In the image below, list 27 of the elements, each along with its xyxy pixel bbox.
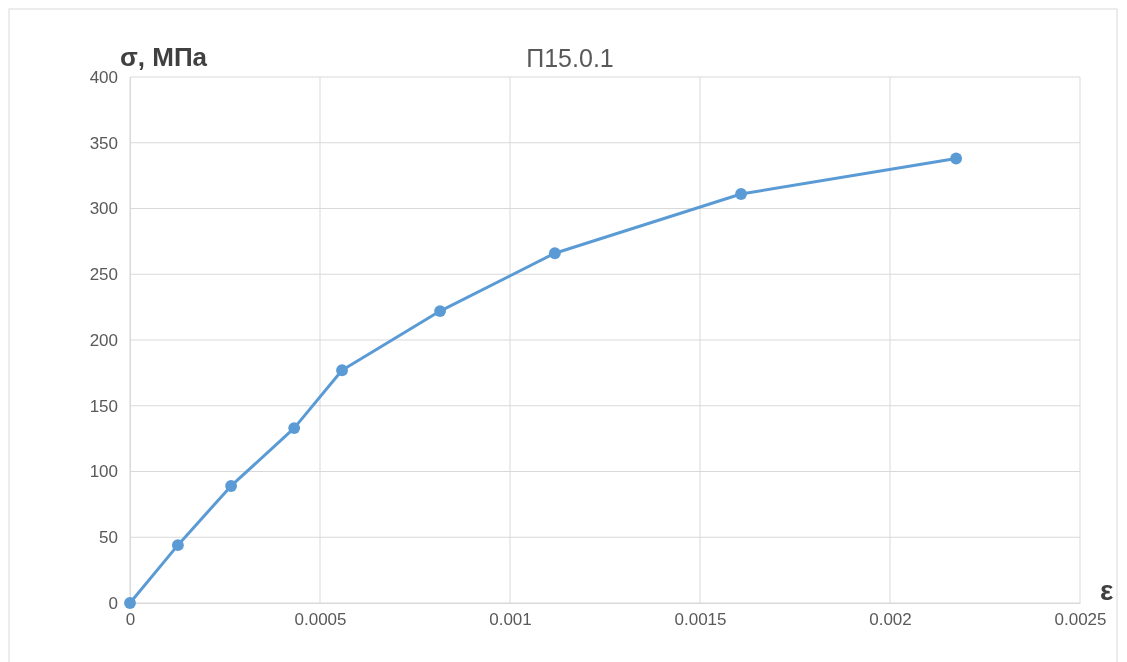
y-tick-label: 400	[89, 67, 118, 87]
point	[548, 247, 561, 260]
point	[434, 305, 446, 317]
y-tick-label: 0	[108, 593, 118, 613]
y-tick-label: 300	[89, 199, 118, 219]
x-tick-label: 0	[125, 610, 136, 630]
point	[735, 188, 747, 200]
y-tick-label: 50	[99, 528, 118, 548]
chart-title: П15.0.1	[526, 44, 614, 72]
x-tick-label: 0.0025	[1054, 610, 1107, 630]
x-axis-title: ε	[1100, 575, 1114, 606]
point	[124, 597, 136, 609]
y-axis-title: σ, МПа	[120, 42, 208, 72]
x-tick-label: 0.001	[489, 610, 532, 630]
y-tick-label: 250	[89, 265, 118, 285]
point	[336, 364, 348, 377]
x-tick-label: 0.0005	[294, 610, 347, 630]
y-tick-label: 150	[89, 396, 118, 416]
y-tick-label: 200	[89, 330, 118, 350]
point	[950, 152, 963, 165]
x-tick-label: 0.002	[869, 610, 912, 630]
y-tick-label: 350	[89, 133, 118, 153]
point	[171, 539, 184, 552]
x-tick-label: 0.0015	[674, 610, 727, 630]
y-tick-label: 100	[89, 462, 118, 482]
point	[225, 480, 237, 492]
point	[288, 422, 301, 435]
